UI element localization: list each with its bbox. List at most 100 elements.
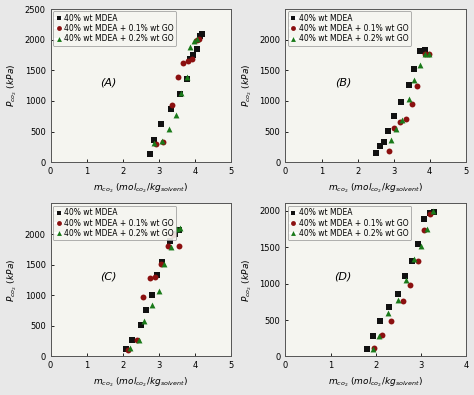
X-axis label: $m_{co_2}\ (mol_{co_2}/kg_{solvent})$: $m_{co_2}\ (mol_{co_2}/kg_{solvent})$	[93, 182, 188, 195]
Y-axis label: $P_{co_2}\ (kPa)$: $P_{co_2}\ (kPa)$	[6, 258, 19, 302]
Point	[153, 272, 161, 278]
Point	[414, 258, 421, 264]
Point	[371, 345, 378, 352]
Point	[380, 139, 388, 145]
Point	[430, 209, 438, 215]
Point	[391, 125, 398, 131]
Point	[124, 346, 132, 353]
Point	[195, 36, 203, 43]
Point	[397, 98, 405, 105]
Point	[169, 102, 176, 108]
Point	[168, 106, 175, 113]
Point	[409, 100, 416, 107]
Point	[193, 37, 201, 43]
Point	[137, 322, 145, 328]
X-axis label: $m_{co_2}\ (mol_{co_2}/kg_{solvent})$: $m_{co_2}\ (mol_{co_2}/kg_{solvent})$	[328, 182, 423, 195]
Point	[405, 82, 412, 88]
Legend: 40% wt MDEA, 40% wt MDEA + 0.1% wt GO, 40% wt MDEA + 0.2% wt GO: 40% wt MDEA, 40% wt MDEA + 0.1% wt GO, 4…	[53, 11, 176, 46]
Point	[193, 46, 201, 53]
Point	[414, 241, 421, 247]
Point	[405, 96, 412, 103]
Point	[126, 345, 134, 352]
Point	[148, 292, 155, 298]
Point	[363, 346, 370, 352]
Point	[425, 51, 432, 58]
Point	[410, 77, 418, 83]
Point	[173, 226, 181, 232]
Point	[379, 331, 386, 338]
Point	[169, 231, 177, 238]
Point	[384, 310, 392, 316]
Point	[421, 47, 429, 53]
Point	[155, 288, 163, 294]
Text: (B): (B)	[335, 77, 351, 88]
Point	[160, 261, 168, 267]
Point	[184, 58, 192, 64]
Point	[186, 56, 194, 62]
Point	[392, 126, 400, 132]
Point	[183, 76, 191, 82]
Point	[140, 318, 148, 324]
Point	[375, 333, 383, 339]
Point	[410, 256, 418, 262]
Point	[421, 51, 429, 58]
Text: (A): (A)	[100, 77, 117, 88]
Point	[388, 318, 395, 324]
X-axis label: $m_{co_2}\ (mol_{co_2}/kg_{solvent})$: $m_{co_2}\ (mol_{co_2}/kg_{solvent})$	[328, 376, 423, 389]
Point	[401, 273, 409, 279]
Point	[165, 126, 173, 132]
Point	[402, 116, 410, 122]
Point	[174, 74, 182, 81]
Point	[385, 148, 393, 154]
Point	[175, 243, 182, 249]
Point	[122, 346, 130, 352]
Point	[426, 211, 434, 218]
Point	[159, 260, 166, 266]
Point	[402, 277, 410, 283]
Point	[150, 137, 158, 143]
Point	[190, 38, 198, 44]
Point	[168, 244, 175, 250]
Y-axis label: $P_{co_2}\ (kPa)$: $P_{co_2}\ (kPa)$	[6, 64, 19, 107]
Point	[142, 307, 150, 313]
Point	[416, 62, 423, 68]
Point	[420, 227, 428, 233]
Y-axis label: $P_{co_2}\ (kPa)$: $P_{co_2}\ (kPa)$	[240, 258, 254, 302]
Point	[177, 90, 184, 97]
Point	[128, 337, 136, 343]
Point	[177, 224, 184, 231]
Point	[146, 151, 154, 157]
Point	[376, 318, 384, 325]
Text: (C): (C)	[100, 272, 117, 282]
Point	[171, 231, 179, 237]
Point	[385, 304, 393, 310]
Point	[164, 243, 172, 249]
Point	[423, 226, 430, 232]
Point	[420, 216, 428, 223]
X-axis label: $m_{co_2}\ (mol_{co_2}/kg_{solvent})$: $m_{co_2}\ (mol_{co_2}/kg_{solvent})$	[93, 376, 188, 389]
Point	[407, 282, 414, 288]
Point	[139, 294, 146, 301]
Point	[148, 302, 155, 308]
Point	[189, 52, 197, 58]
Legend: 40% wt MDEA, 40% wt MDEA + 0.1% wt GO, 40% wt MDEA + 0.2% wt GO: 40% wt MDEA, 40% wt MDEA + 0.1% wt GO, 4…	[288, 206, 411, 240]
Point	[394, 291, 402, 297]
Point	[376, 143, 384, 149]
Point	[177, 90, 185, 96]
Point	[417, 243, 425, 250]
Point	[425, 51, 432, 58]
Point	[193, 36, 201, 43]
Point	[158, 138, 165, 144]
Point	[198, 30, 206, 37]
Point	[429, 207, 437, 214]
Point	[394, 297, 402, 303]
Point	[426, 210, 434, 216]
Point	[159, 138, 167, 145]
Point	[152, 141, 160, 147]
Point	[408, 258, 416, 264]
Point	[172, 111, 180, 118]
Text: (D): (D)	[335, 272, 352, 282]
Point	[135, 337, 143, 343]
Y-axis label: $P_{co_2}\ (kPa)$: $P_{co_2}\ (kPa)$	[240, 64, 254, 107]
Point	[166, 238, 173, 244]
